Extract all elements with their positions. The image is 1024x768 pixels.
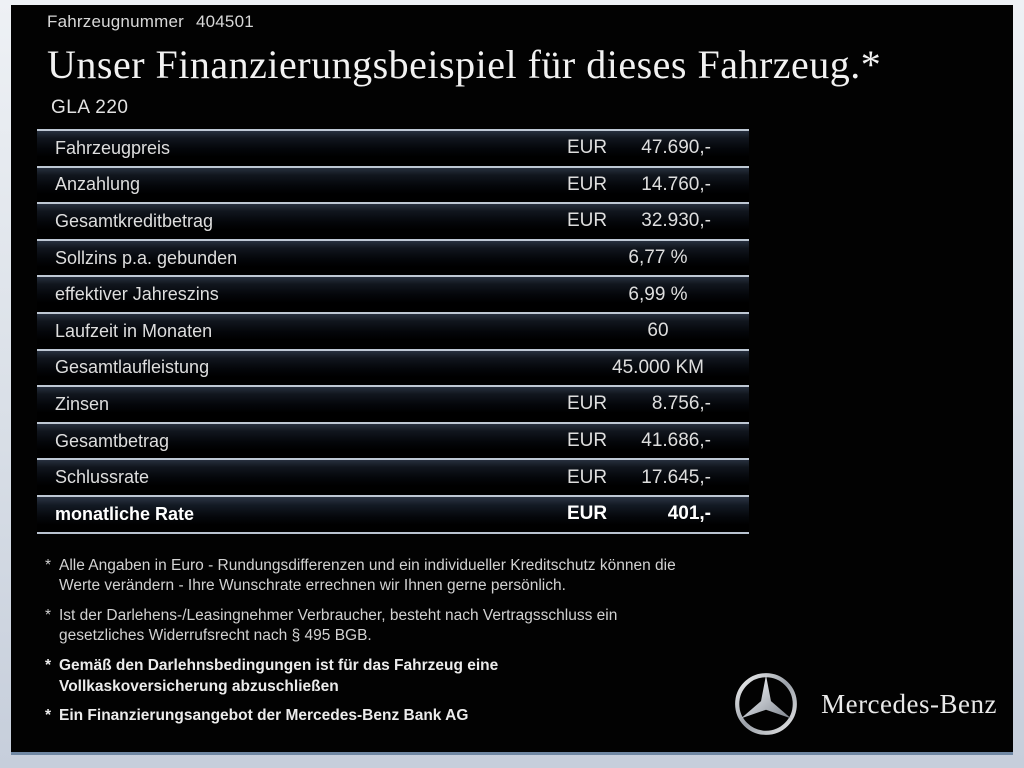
currency-label: EUR xyxy=(567,173,608,195)
amount-value: 8.756,- xyxy=(651,393,711,415)
amount-value: 32.930,- xyxy=(641,210,711,232)
table-row-fahrzeugpreis: Fahrzeugpreis EUR 47.690,- xyxy=(37,129,749,166)
row-label: Gesamtkreditbetrag xyxy=(55,210,214,231)
footnote-text: Gemäß den Darlehnsbedingungen ist für da… xyxy=(59,656,499,695)
row-label: Fahrzeugpreis xyxy=(55,137,171,158)
table-row-schlussrate: Schlussrate EUR 17.645,- xyxy=(37,458,749,495)
amount-value: 6,99 % xyxy=(628,283,688,305)
row-label: Zinsen xyxy=(55,393,110,414)
amount-value: 14.760,- xyxy=(641,173,711,195)
table-row-gesamtbetrag: Gesamtbetrag EUR 41.686,- xyxy=(37,421,749,459)
amount-value: 45.000 KM xyxy=(612,356,704,378)
row-label: Sollzins p.a. gebunden xyxy=(55,247,238,268)
row-value: EUR 8.756,- xyxy=(567,393,749,415)
footnote-text: Ein Finanzierungsangebot der Mercedes-Be… xyxy=(59,707,469,725)
footnote-text: Ist der Darlehens-/Leasingnehmer Verbrau… xyxy=(59,606,618,645)
row-label: Gesamtlaufleistung xyxy=(55,357,210,378)
footnotes: * Alle Angaben in Euro - Rundungsdiffere… xyxy=(45,556,751,727)
row-value: EUR 17.645,- xyxy=(567,467,749,489)
row-label: Gesamtbetrag xyxy=(55,430,170,451)
row-value: EUR 41.686,- xyxy=(567,430,749,452)
currency-label: EUR xyxy=(567,430,608,452)
table-row-laufzeit: Laufzeit in Monaten 60 xyxy=(37,311,749,349)
row-value: 6,77 % xyxy=(567,247,749,269)
amount-value: 401,- xyxy=(667,503,711,525)
amount-value: 60 xyxy=(647,320,669,342)
footnote-marker: * xyxy=(45,707,52,725)
brand-logo-block: Mercedes-Benz xyxy=(734,672,997,736)
row-value: 6,99 % xyxy=(567,284,749,306)
footnote-marker: * xyxy=(45,606,52,624)
footnote-rounding: * Alle Angaben in Euro - Rundungsdiffere… xyxy=(45,556,751,597)
vehicle-number-label: Fahrzeugnummer xyxy=(47,12,184,31)
currency-label: EUR xyxy=(567,503,608,525)
table-row-effektiver-jahreszins: effektiver Jahreszins 6,99 % xyxy=(37,275,749,312)
table-row-sollzins: Sollzins p.a. gebunden 6,77 % xyxy=(37,238,749,276)
footnote-bank: * Ein Finanzierungsangebot der Mercedes-… xyxy=(45,706,751,727)
table-row-zinsen: Zinsen EUR 8.756,- xyxy=(37,385,749,422)
footnote-vollkasko: * Gemäß den Darlehnsbedingungen ist für … xyxy=(45,656,751,697)
row-value: EUR 47.690,- xyxy=(567,137,749,159)
amount-value: 6,77 % xyxy=(628,247,688,269)
footnote-marker: * xyxy=(45,556,52,574)
row-label: Anzahlung xyxy=(55,174,141,195)
footnote-widerrufsrecht: * Ist der Darlehens-/Leasingnehmer Verbr… xyxy=(45,606,751,647)
row-label: effektiver Jahreszins xyxy=(55,284,219,305)
row-value: EUR 14.760,- xyxy=(567,174,749,196)
vehicle-number: Fahrzeugnummer 404501 xyxy=(47,12,1013,32)
amount-value: 17.645,- xyxy=(641,466,711,488)
currency-label: EUR xyxy=(567,393,608,415)
row-label: Laufzeit in Monaten xyxy=(55,320,213,341)
offer-sheet: Fahrzeugnummer 404501 Unser Finanzierungs… xyxy=(11,5,1013,755)
footnote-marker: * xyxy=(45,656,52,674)
row-label: Schlussrate xyxy=(55,467,150,488)
row-value: 60 xyxy=(567,320,749,342)
table-row-anzahlung: Anzahlung EUR 14.760,- xyxy=(37,165,749,203)
vehicle-number-value: 404501 xyxy=(195,12,254,31)
row-value: EUR 32.930,- xyxy=(567,210,749,232)
brand-wordmark: Mercedes-Benz xyxy=(821,688,997,719)
table-row-monatliche-rate: monatliche Rate EUR 401,- xyxy=(37,494,749,532)
currency-label: EUR xyxy=(567,466,608,488)
currency-label: EUR xyxy=(567,210,608,232)
page-title: Unser Finanzierungsbeispiel für dieses F… xyxy=(47,42,882,87)
table-row-gesamtlaufleistung: Gesamtlaufleistung 45.000 KM xyxy=(37,348,749,386)
row-value: EUR 401,- xyxy=(567,503,749,525)
financing-table: Fahrzeugpreis EUR 47.690,- Anzahlung EUR 1… xyxy=(37,129,749,534)
mercedes-star-icon xyxy=(735,673,797,735)
table-row-gesamtkreditbetrag: Gesamtkreditbetrag EUR 32.930,- xyxy=(37,202,749,239)
row-label: monatliche Rate xyxy=(55,503,195,524)
amount-value: 41.686,- xyxy=(641,430,711,452)
row-value: 45.000 KM xyxy=(567,357,749,379)
footnote-text: Alle Angaben in Euro - Rundungsdifferenz… xyxy=(59,556,676,595)
amount-value: 47.690,- xyxy=(641,137,711,159)
vehicle-model: GLA 220 xyxy=(51,97,129,118)
currency-label: EUR xyxy=(567,137,608,159)
